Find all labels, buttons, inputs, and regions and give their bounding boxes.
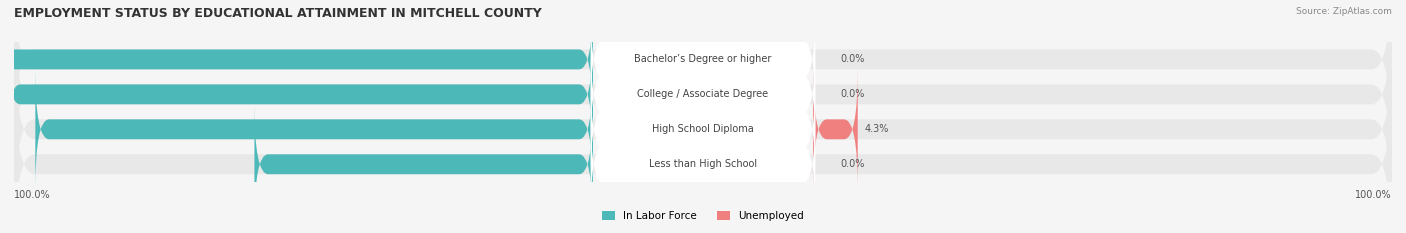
FancyBboxPatch shape (14, 0, 1392, 154)
FancyBboxPatch shape (0, 0, 593, 119)
Text: Bachelor’s Degree or higher: Bachelor’s Degree or higher (634, 55, 772, 64)
Text: 100.0%: 100.0% (1355, 191, 1392, 200)
Text: College / Associate Degree: College / Associate Degree (637, 89, 769, 99)
Text: 0.0%: 0.0% (841, 55, 865, 64)
Text: 0.0%: 0.0% (841, 159, 865, 169)
Text: Source: ZipAtlas.com: Source: ZipAtlas.com (1296, 7, 1392, 16)
FancyBboxPatch shape (254, 104, 593, 224)
Text: Less than High School: Less than High School (650, 159, 756, 169)
FancyBboxPatch shape (14, 69, 1392, 233)
FancyBboxPatch shape (813, 69, 858, 189)
Text: EMPLOYMENT STATUS BY EDUCATIONAL ATTAINMENT IN MITCHELL COUNTY: EMPLOYMENT STATUS BY EDUCATIONAL ATTAINM… (14, 7, 541, 20)
FancyBboxPatch shape (14, 34, 1392, 224)
FancyBboxPatch shape (7, 34, 593, 154)
FancyBboxPatch shape (14, 0, 1392, 189)
Text: 100.0%: 100.0% (14, 191, 51, 200)
FancyBboxPatch shape (591, 10, 815, 109)
FancyBboxPatch shape (591, 45, 815, 144)
Text: 4.3%: 4.3% (865, 124, 889, 134)
FancyBboxPatch shape (591, 79, 815, 179)
Legend: In Labor Force, Unemployed: In Labor Force, Unemployed (598, 207, 808, 226)
Text: 0.0%: 0.0% (841, 89, 865, 99)
FancyBboxPatch shape (35, 69, 593, 189)
Text: High School Diploma: High School Diploma (652, 124, 754, 134)
FancyBboxPatch shape (591, 114, 815, 214)
